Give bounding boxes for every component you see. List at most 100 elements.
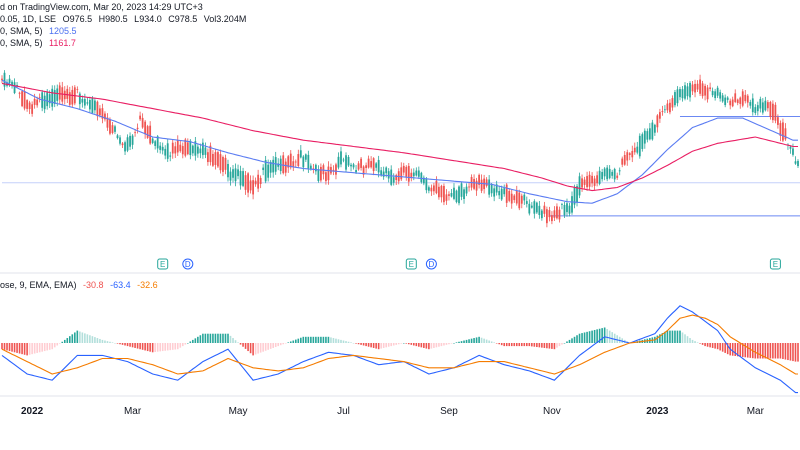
- macd-histogram-bar: [26, 343, 28, 356]
- candle-body: [342, 159, 345, 161]
- candle-body: [628, 153, 631, 155]
- macd-histogram-bar: [518, 343, 521, 347]
- macd-histogram-bar: [465, 339, 468, 343]
- macd-histogram-bar: [762, 343, 764, 359]
- macd-histogram-bar: [568, 339, 571, 343]
- macd-histogram-bar: [249, 343, 252, 354]
- candle-body: [149, 125, 152, 144]
- candle-body: [674, 92, 676, 106]
- macd-histogram-bar: [420, 343, 423, 348]
- candle-body: [116, 135, 119, 139]
- sma-fast-legend[interactable]: 0, SMA, 5) 1205.5: [0, 26, 77, 36]
- macd-histogram-bar: [315, 336, 317, 343]
- candle-body: [777, 117, 779, 125]
- macd-histogram-bar: [754, 343, 757, 359]
- candle-body: [382, 171, 385, 177]
- macd-histogram-bar: [184, 343, 187, 345]
- macd-histogram-bar: [769, 343, 772, 359]
- candle-body: [716, 87, 719, 96]
- macd-histogram-bar: [739, 343, 742, 357]
- macd-histogram-bar: [81, 332, 84, 343]
- macd-histogram-bar: [312, 336, 315, 343]
- macd-histogram-bar: [302, 336, 305, 343]
- sma-slow-line: [1, 82, 798, 192]
- candle-body: [613, 168, 616, 180]
- macd-legend[interactable]: ose, 9, EMA, EMA) -30.8 -63.4 -32.6: [0, 280, 158, 290]
- candle-body: [458, 186, 460, 204]
- macd-histogram-bar: [423, 343, 425, 348]
- macd-histogram-bar: [224, 333, 227, 343]
- candle-body: [508, 191, 511, 201]
- macd-histogram-bar: [136, 343, 139, 349]
- macd-histogram-bar: [503, 343, 506, 347]
- macd-histogram-bar: [561, 343, 563, 345]
- candle-body: [603, 168, 606, 177]
- candle-body: [726, 97, 729, 100]
- macd-histogram-bar: [541, 343, 543, 348]
- macd-histogram-bar: [483, 338, 485, 343]
- candle-body: [523, 194, 526, 201]
- candle-body: [460, 183, 463, 197]
- candle-body: [94, 100, 96, 111]
- macd-histogram-bar: [618, 336, 621, 343]
- macd-histogram-bar: [197, 336, 199, 343]
- macd-histogram-bar: [335, 338, 337, 343]
- candle-body: [325, 172, 327, 182]
- macd-histogram-bar: [33, 343, 36, 354]
- candle-body: [252, 180, 255, 195]
- macd-signal-value: -32.6: [137, 280, 158, 290]
- candle-body: [435, 180, 438, 194]
- candle-body: [23, 91, 26, 109]
- dividend-label: D: [185, 260, 191, 269]
- candle-body: [488, 179, 491, 195]
- macd-histogram-bar: [510, 343, 513, 347]
- macd-histogram-bar: [664, 331, 666, 343]
- macd-histogram-bar: [402, 343, 405, 344]
- candle-body: [33, 98, 36, 105]
- macd-histogram-bar: [724, 343, 726, 353]
- macd-histogram-bar: [784, 343, 787, 360]
- earnings-label: E: [409, 260, 414, 269]
- candle-body: [468, 186, 470, 188]
- candle-body: [618, 170, 621, 172]
- symbol-interval: 0.05, 1D, LSE: [0, 14, 57, 24]
- candle-body: [196, 146, 199, 154]
- candle-body: [292, 161, 295, 167]
- macd-histogram-bar: [515, 343, 518, 347]
- candle-body: [666, 103, 669, 111]
- candle-body: [638, 135, 641, 157]
- macd-histogram-bar: [350, 342, 352, 343]
- candle-body: [739, 97, 742, 104]
- candle-body: [646, 131, 649, 140]
- macd-histogram-bar: [322, 336, 325, 343]
- candle-body: [312, 168, 315, 170]
- macd-histogram-bar: [571, 338, 573, 343]
- macd-histogram-bar: [659, 334, 661, 343]
- candle-body: [782, 122, 784, 141]
- x-axis-tick-label: Nov: [543, 406, 561, 417]
- candle-body: [701, 83, 704, 97]
- candle-body: [171, 142, 174, 154]
- candle-body: [11, 81, 13, 86]
- macd-histogram-bar: [721, 343, 724, 352]
- macd-histogram-bar: [89, 335, 91, 343]
- macd-histogram-bar: [109, 341, 111, 343]
- macd-histogram-bar: [317, 336, 320, 343]
- candle-body: [503, 188, 506, 195]
- candle-body: [500, 188, 503, 200]
- sma-slow-legend[interactable]: 0, SMA, 5) 1161.7: [0, 38, 76, 48]
- sma-slow-label: 0, SMA, 5): [0, 38, 43, 48]
- macd-histogram-bar: [13, 343, 16, 353]
- candle-body: [540, 210, 543, 219]
- macd-histogram-bar: [433, 343, 435, 348]
- macd-histogram-bar: [259, 343, 262, 353]
- candle-body: [38, 97, 41, 99]
- macd-histogram-bar: [56, 343, 59, 346]
- candle-body: [161, 146, 164, 151]
- candle-body: [360, 158, 362, 168]
- candle-body: [21, 91, 23, 107]
- macd-histogram-bar: [166, 343, 169, 351]
- candle-body: [194, 141, 197, 156]
- candle-body: [616, 175, 619, 178]
